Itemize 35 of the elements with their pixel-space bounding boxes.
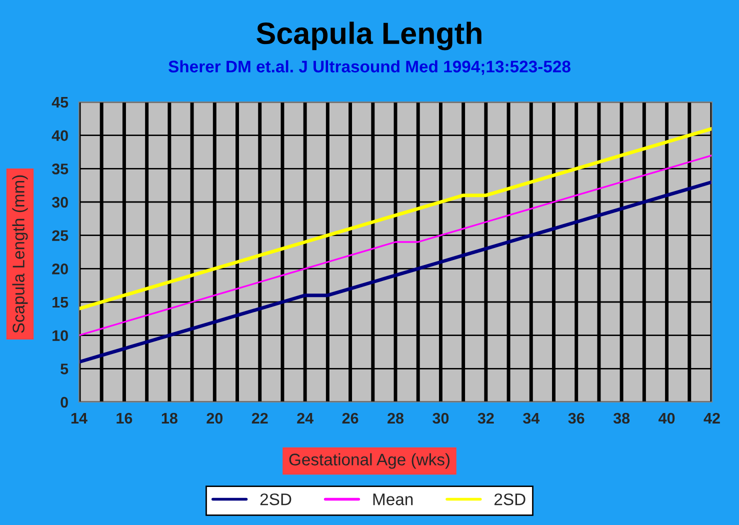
y-axis-title: Scapula Length (mm) — [12, 175, 28, 333]
y-tick-label: 20 — [52, 264, 68, 274]
chart-subtitle: Sherer DM et.al. J Ultrasound Med 1994;13:523-528 — [168, 60, 570, 75]
x-axis-title: Gestational Age (wks) — [289, 453, 450, 469]
x-tick-label: 14 — [71, 412, 88, 424]
x-tick-label: 24 — [297, 412, 314, 424]
x-tick-label: 42 — [704, 412, 720, 424]
x-tick-label: 38 — [613, 412, 630, 424]
y-tick-label: 0 — [60, 396, 68, 408]
x-tick-label: 36 — [568, 412, 584, 424]
x-tick-label: 20 — [206, 412, 223, 424]
line-series — [79, 154, 712, 336]
line-series — [79, 126, 712, 310]
legend-label: 2SD — [260, 493, 292, 506]
x-tick-label: 22 — [252, 412, 268, 424]
y-tick-label: 15 — [52, 297, 68, 308]
y-tick-label: 10 — [52, 330, 68, 342]
legend-label: Mean — [373, 494, 413, 506]
y-tick-label: 40 — [52, 130, 68, 142]
x-tick-label: 28 — [388, 412, 404, 424]
x-tick-label: 30 — [432, 412, 449, 424]
x-tick-label: 40 — [658, 412, 675, 424]
x-tick-label: 18 — [162, 412, 178, 424]
y-tick-label: 35 — [52, 164, 68, 174]
x-tick-label: 34 — [523, 412, 540, 424]
y-tick-label: 25 — [52, 230, 68, 242]
legend-label: 2SD — [494, 493, 526, 506]
y-tick-label: 45 — [52, 97, 68, 108]
y-tick-label: 30 — [52, 196, 68, 208]
x-tick-label: 26 — [342, 412, 358, 424]
line-series — [79, 180, 712, 364]
x-tick-label: 16 — [116, 412, 132, 424]
x-tick-label: 32 — [478, 412, 494, 424]
y-tick-label: 5 — [60, 364, 68, 374]
chart-title: Scapula Length — [256, 22, 482, 50]
